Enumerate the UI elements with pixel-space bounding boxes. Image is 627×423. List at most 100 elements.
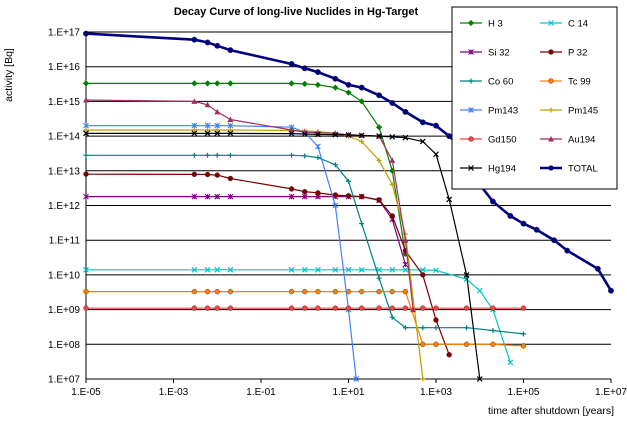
data-point <box>476 376 483 382</box>
y-tick-label: 1.E+07 <box>48 375 80 386</box>
data-point <box>332 305 339 311</box>
y-tick-label: 1.E+16 <box>48 62 80 73</box>
y-tick-label: 1.E+08 <box>48 340 80 351</box>
data-point <box>420 305 426 311</box>
data-point <box>204 266 211 273</box>
data-point <box>467 19 475 27</box>
data-point <box>358 193 365 200</box>
data-point <box>548 165 554 171</box>
data-point <box>548 78 554 84</box>
data-point <box>204 171 211 178</box>
series-layer <box>82 30 614 382</box>
data-point <box>520 220 527 227</box>
legend-entry: P 32 <box>540 48 587 59</box>
data-point <box>83 266 89 273</box>
data-point <box>204 80 211 87</box>
legend-label: Au194 <box>568 135 595 146</box>
data-point <box>288 266 295 273</box>
data-point <box>227 116 234 123</box>
data-point <box>402 134 409 141</box>
data-point <box>402 261 409 268</box>
legend-label: P 32 <box>568 48 587 59</box>
data-point <box>433 151 439 158</box>
series-tc99 <box>83 288 527 349</box>
data-point <box>301 80 308 87</box>
x-tick-label: 1.E+07 <box>595 387 627 398</box>
data-point <box>214 122 221 129</box>
data-point <box>332 202 339 209</box>
data-point <box>564 247 571 254</box>
data-point <box>83 127 89 133</box>
data-point <box>83 305 89 311</box>
data-point <box>315 190 321 196</box>
data-point <box>402 108 409 115</box>
data-point <box>376 288 382 295</box>
legend-label: Tc 99 <box>568 77 591 88</box>
data-point <box>191 193 198 200</box>
legend-entry: TOTAL <box>540 164 598 175</box>
data-point <box>288 61 295 67</box>
data-point <box>345 193 352 199</box>
data-point <box>376 133 383 140</box>
data-point <box>358 266 365 273</box>
data-point <box>376 305 382 311</box>
data-point <box>433 305 439 311</box>
data-point <box>548 49 554 55</box>
legend-entry: Si 32 <box>460 48 510 59</box>
data-point <box>507 359 514 366</box>
legend-label: C 14 <box>568 19 588 30</box>
legend-entry: Au194 <box>540 135 595 146</box>
data-point <box>433 325 439 331</box>
data-point <box>288 305 295 311</box>
data-point <box>214 193 221 200</box>
data-point <box>420 272 426 278</box>
data-point <box>227 193 234 200</box>
data-point <box>389 182 395 188</box>
data-point <box>358 98 365 105</box>
chart-title: Decay Curve of long-live Nuclides in Hg-… <box>174 6 419 18</box>
x-tick-label: 1.E+01 <box>333 387 365 398</box>
data-point <box>332 288 339 295</box>
data-point <box>204 288 211 295</box>
data-point <box>345 305 352 311</box>
data-point <box>227 288 234 295</box>
data-point <box>301 65 308 72</box>
data-point <box>191 36 198 43</box>
data-point <box>83 193 89 200</box>
y-tick-label: 1.E+11 <box>49 236 81 247</box>
data-point <box>376 275 382 281</box>
data-point <box>332 162 338 168</box>
data-point <box>204 305 211 311</box>
data-point <box>191 127 197 133</box>
data-point <box>191 171 198 178</box>
x-tick-label: 1.E-03 <box>159 387 189 398</box>
data-point <box>359 221 365 227</box>
data-point <box>358 288 365 295</box>
data-point <box>204 101 211 108</box>
legend: H 3 C 14 Si 32 P 32 Co 60 Tc 99 Pm143 Pm145 Gd15… <box>451 6 618 190</box>
legend-label: Gd150 <box>488 135 517 146</box>
data-point <box>302 288 308 295</box>
y-tick-label: 1.E+10 <box>48 270 80 281</box>
data-point <box>214 80 221 87</box>
data-point <box>389 100 396 106</box>
data-point <box>419 119 426 126</box>
data-point <box>594 265 601 272</box>
data-point <box>346 178 351 184</box>
data-point <box>402 237 409 243</box>
x-tick-label: 1.E-05 <box>71 387 101 398</box>
data-point <box>288 126 295 133</box>
data-point <box>468 107 474 113</box>
data-point <box>419 266 426 273</box>
data-point <box>191 305 198 311</box>
data-point <box>468 49 474 55</box>
data-point <box>288 80 295 87</box>
data-point <box>83 130 89 137</box>
data-point <box>214 108 221 115</box>
data-point <box>389 288 395 295</box>
data-point <box>191 152 197 158</box>
data-point <box>315 155 321 161</box>
data-point <box>358 84 365 91</box>
data-point <box>227 152 233 158</box>
